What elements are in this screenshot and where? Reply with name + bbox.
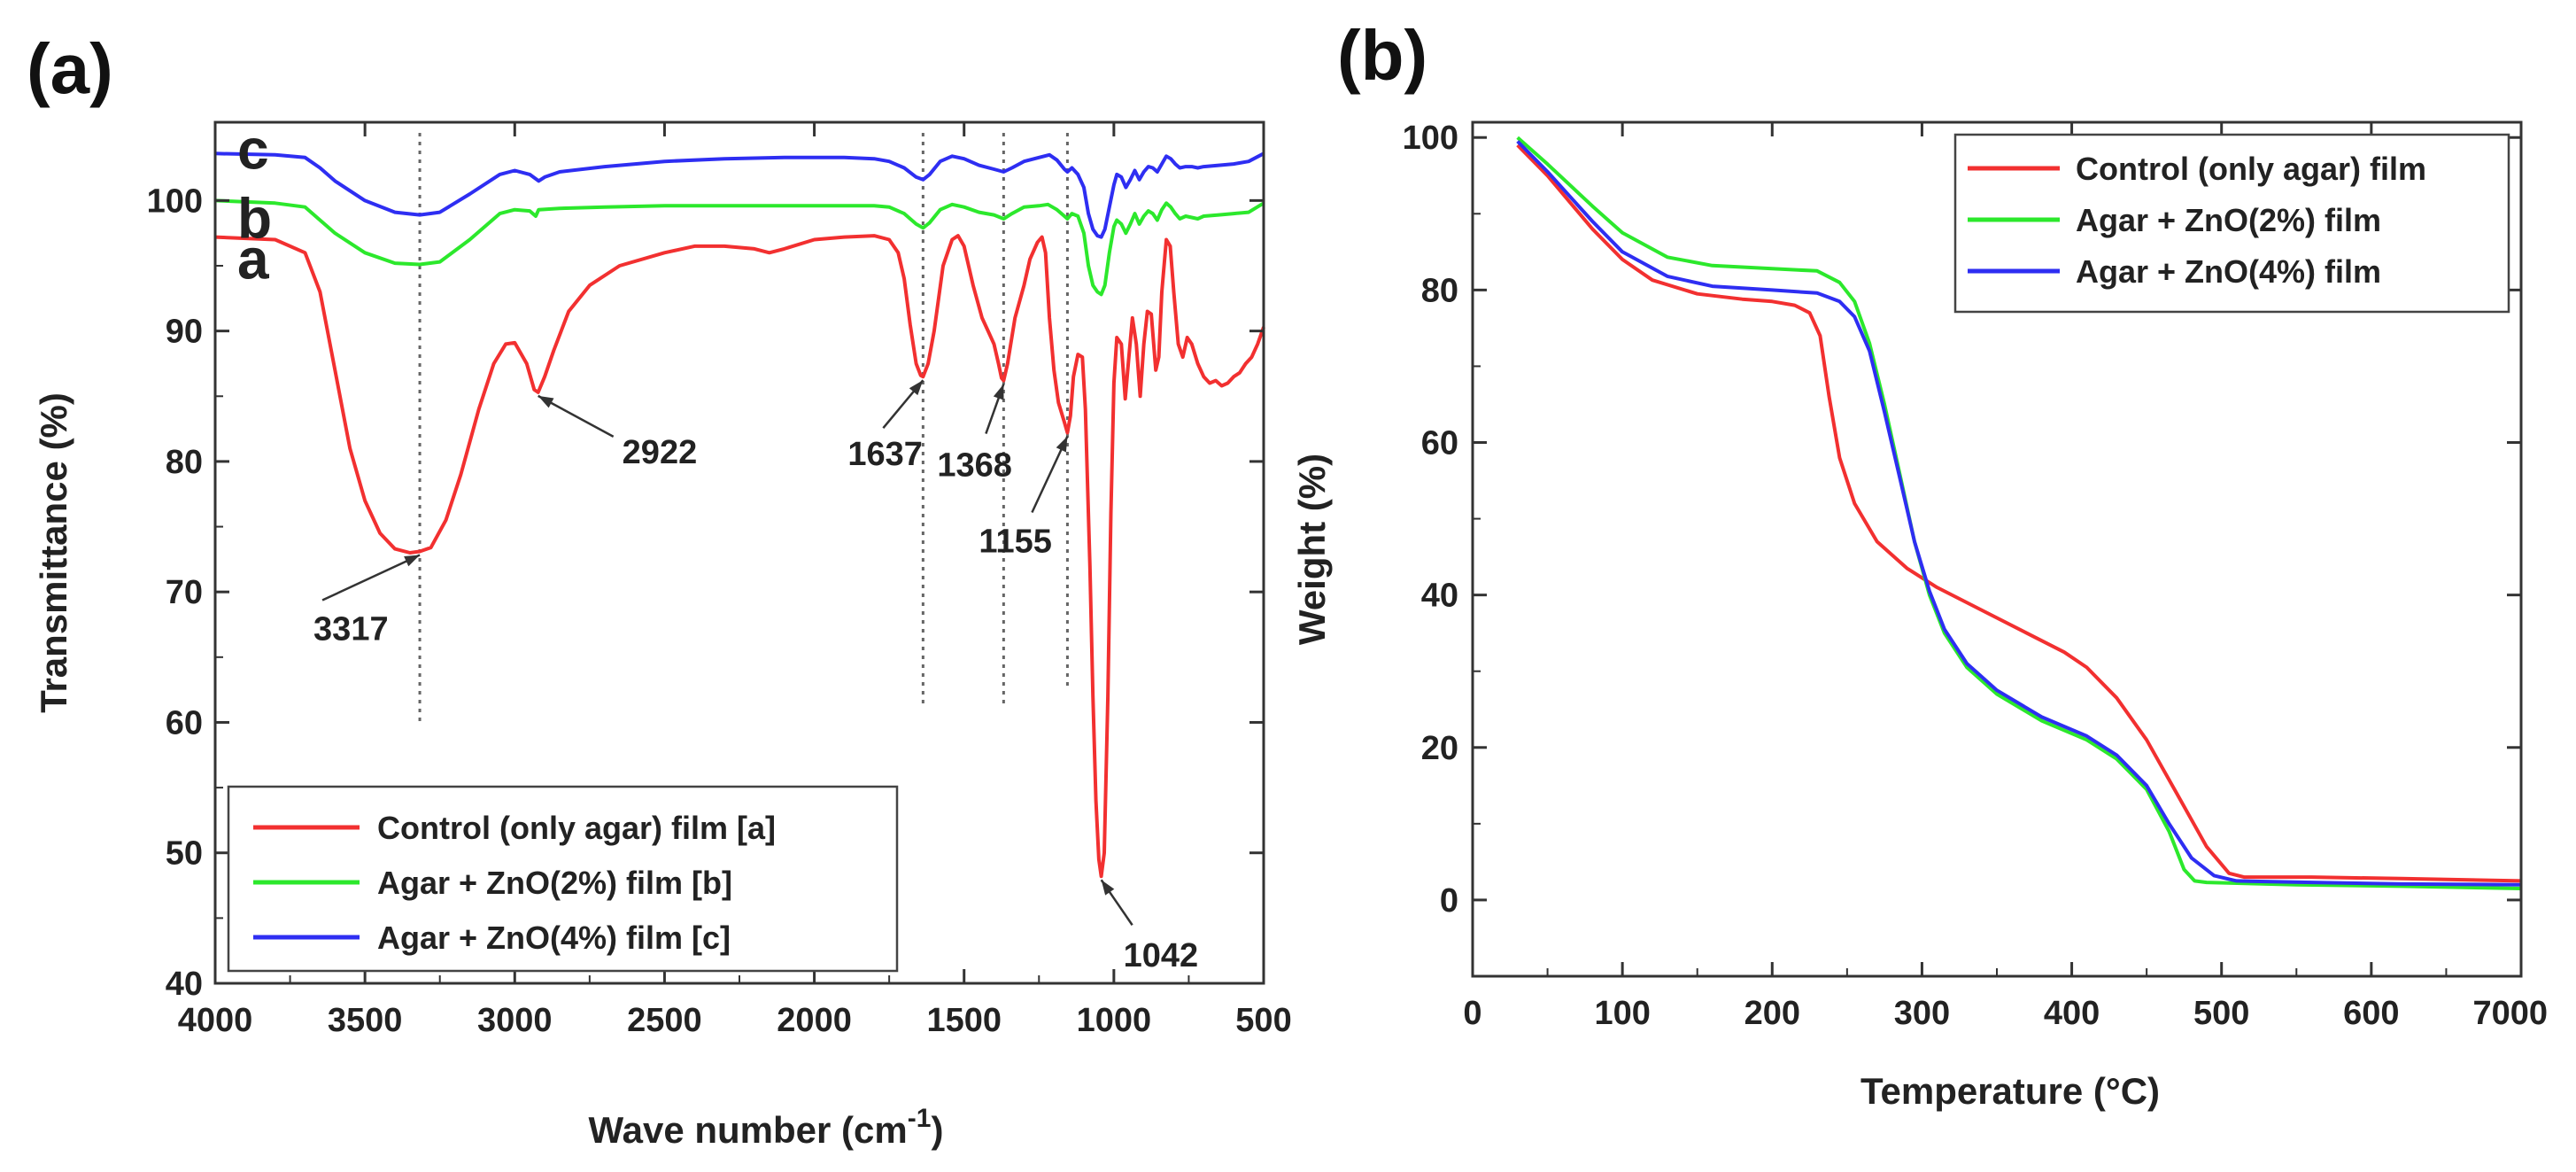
panel-a-x-axis-title: Wave number (cm-1) bbox=[589, 1104, 944, 1151]
panel-a-annotation-label: 2922 bbox=[623, 434, 698, 471]
panel-b-x-tick-label: 200 bbox=[1744, 995, 1800, 1032]
panel-b-legend-label-2: Agar + ZnO(4%) film bbox=[2076, 253, 2381, 290]
panel-a-annotations: 3317 2922 1637 1368 1155 1042 bbox=[313, 379, 1199, 974]
panel-b-y-tick-label: 40 bbox=[1421, 578, 1458, 615]
panel-b-series-line-0 bbox=[1516, 144, 2522, 883]
panel-a-legend-box bbox=[227, 785, 899, 973]
panel-a-legend-label-2: Agar + ZnO(4%) film [c] bbox=[377, 920, 731, 956]
panel-a-y-axis-title: Transmittance (%) bbox=[33, 392, 74, 713]
panel-a-ftir-chart: (a) 4000 3500 3000 2500 2000 1500 1000 500 40 50 6… bbox=[27, 29, 1292, 1151]
panel-a-series-group bbox=[214, 151, 1265, 879]
panel-b-y-tick-label: 0 bbox=[1440, 882, 1458, 920]
panel-b-y-tick-label: 20 bbox=[1421, 730, 1458, 767]
panel-a-x-tick-label: 1500 bbox=[926, 1002, 1002, 1039]
panel-a-annotation-arrowhead bbox=[1056, 436, 1068, 453]
panel-a-annotation-arrowhead bbox=[538, 395, 554, 408]
panel-b-x-tick-label: 7000 bbox=[2472, 995, 2548, 1032]
panel-a-annotation-arrowhead bbox=[909, 380, 924, 396]
panel-b-x-tick-label: 500 bbox=[2193, 995, 2249, 1032]
panel-a-legend: Control (only agar) film [a] Agar + ZnO(2… bbox=[227, 785, 899, 973]
panel-b-x-axis-title: Temperature (°C) bbox=[1860, 1070, 2160, 1112]
panel-a-x-tick-label: 3500 bbox=[328, 1002, 403, 1039]
panel-a-reference-lines bbox=[418, 133, 1069, 722]
panel-a-annotation-arrowhead bbox=[993, 384, 1004, 400]
panel-a-label: (a) bbox=[27, 29, 113, 108]
panel-a-x-tick-label: 4000 bbox=[178, 1002, 253, 1039]
panel-a-series-line-2 bbox=[214, 151, 1265, 239]
panel-a-annotation-arrowhead bbox=[1101, 880, 1115, 896]
panel-b-y-tick-label: 60 bbox=[1421, 425, 1458, 462]
panel-a-x-tick-label: 500 bbox=[1235, 1002, 1291, 1039]
panel-b-tga-chart: (b) 0 100 200 300 400 500 600 7000020406080100 … bbox=[1291, 16, 2548, 1112]
panel-a-curve-letter-a: a bbox=[237, 228, 269, 291]
panel-a-x-tick-label: 2500 bbox=[627, 1002, 702, 1039]
panel-a-legend-label-0: Control (only agar) film [a] bbox=[377, 810, 776, 846]
panel-b-y-tick-label: 80 bbox=[1421, 272, 1458, 309]
panel-a-series-line-1 bbox=[214, 198, 1265, 297]
panel-a-x-axis-title-close: ) bbox=[931, 1109, 943, 1151]
panel-a-annotation-arrow bbox=[321, 554, 421, 602]
panel-a-y-tick-label: 100 bbox=[147, 182, 203, 220]
panel-b-legend-box bbox=[1953, 133, 2510, 314]
panel-a-y-tick-label: 60 bbox=[166, 704, 203, 741]
panel-b-x-tick-label: 400 bbox=[2044, 995, 2100, 1032]
panel-b-label: (b) bbox=[1337, 16, 1427, 95]
panel-a-curve-letter-c: c bbox=[237, 117, 269, 181]
panel-a-y-tick-label: 90 bbox=[166, 314, 203, 351]
panel-a-curve-letters: cba bbox=[237, 117, 272, 291]
panel-b-x-tick-label: 0 bbox=[1463, 995, 1481, 1032]
panel-a-x-tick-label: 2000 bbox=[777, 1002, 852, 1039]
panel-a-annotation-label: 1155 bbox=[979, 524, 1051, 561]
panel-b-legend: Control (only agar) film Agar + ZnO(2%) f… bbox=[1953, 133, 2510, 314]
panel-a-curve-letter-b: b bbox=[237, 186, 272, 250]
panel-b-y-tick-label: 100 bbox=[1403, 120, 1458, 157]
panel-a-y-tick-label: 70 bbox=[166, 574, 203, 611]
panel-b-ticks: 0 100 200 300 400 500 600 7000 0 20 40 60 80 100 bbox=[1403, 120, 2548, 1032]
panel-a-y-tick-label: 80 bbox=[166, 444, 203, 481]
panel-a-ticks: 4000 3500 3000 2500 2000 1500 1000 500 40 50 60 70 8… bbox=[147, 122, 1292, 1039]
panel-b-x-tick-label: 300 bbox=[1894, 995, 1950, 1032]
panel-a-y-tick-label: 50 bbox=[166, 835, 203, 873]
panel-b-series-line-2 bbox=[1516, 140, 2522, 887]
panel-b-y-axis-title: Weight (%) bbox=[1291, 454, 1333, 645]
panel-b-x-tick-label: 600 bbox=[2343, 995, 2399, 1032]
panel-a-series-line-0 bbox=[214, 234, 1265, 879]
panel-a-x-tick-label: 3000 bbox=[477, 1002, 553, 1039]
panel-a-annotation-label: 1042 bbox=[1124, 937, 1199, 974]
panel-a-annotation-label: 1637 bbox=[847, 436, 923, 473]
panel-a-x-axis-title-main: Wave number (cm bbox=[589, 1109, 908, 1151]
panel-a-annotation-label: 3317 bbox=[313, 611, 389, 648]
panel-b-legend-label-0: Control (only agar) film bbox=[2076, 151, 2426, 187]
panel-a-annotation-label: 1368 bbox=[937, 447, 1012, 485]
panel-a-x-axis-title-sup: -1 bbox=[908, 1104, 932, 1133]
panel-a-annotation-arrowhead bbox=[404, 555, 421, 567]
panel-b-legend-label-1: Agar + ZnO(2%) film bbox=[2076, 202, 2381, 238]
panel-a-x-tick-label: 1000 bbox=[1077, 1002, 1152, 1039]
panel-a-legend-label-1: Agar + ZnO(2%) film [b] bbox=[377, 865, 732, 901]
panel-a-y-tick-label: 40 bbox=[166, 966, 203, 1003]
panel-b-series-group bbox=[1516, 136, 2522, 890]
panel-b-x-tick-label: 100 bbox=[1594, 995, 1650, 1032]
